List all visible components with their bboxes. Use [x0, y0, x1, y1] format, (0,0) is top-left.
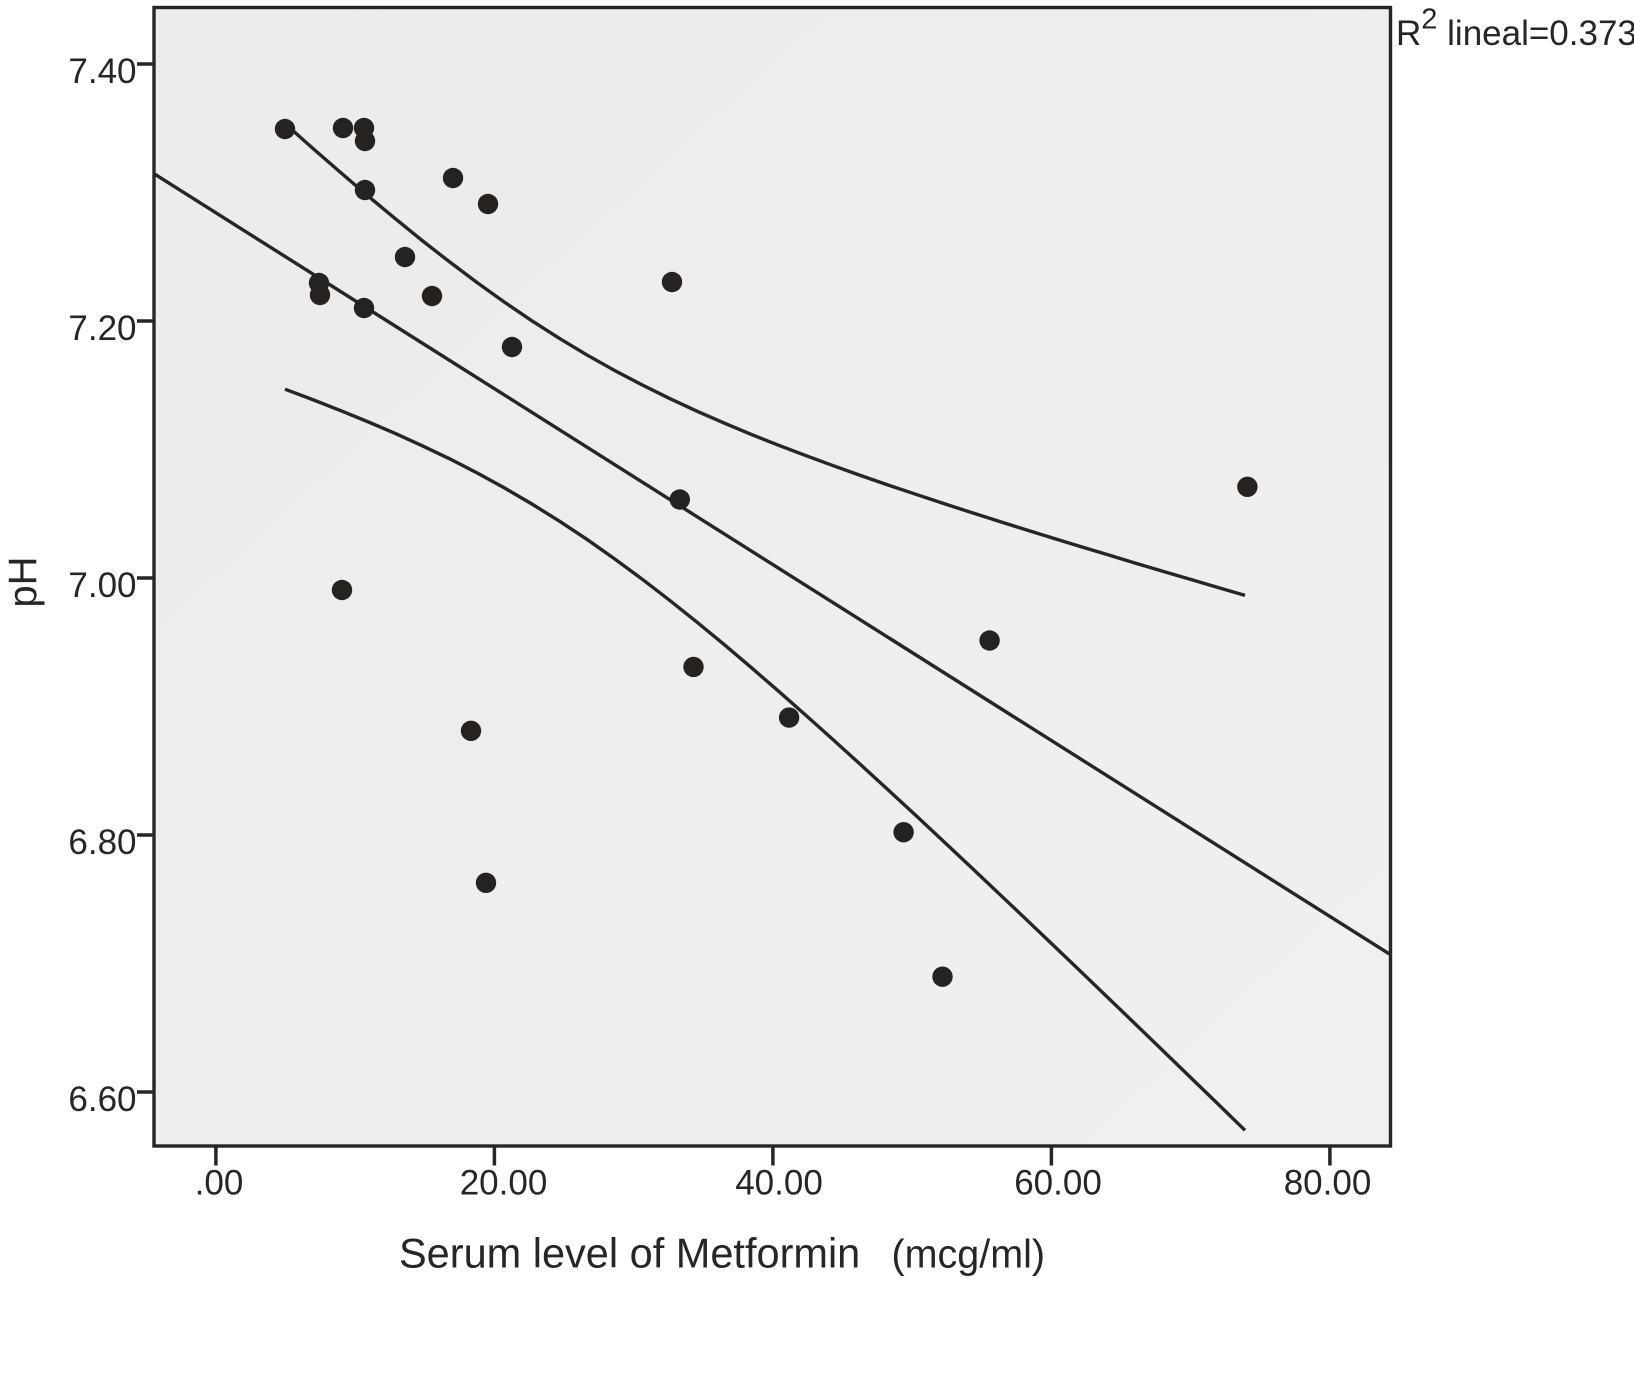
svg-text:60.00: 60.00 — [1014, 1164, 1102, 1203]
svg-text:.00: .00 — [195, 1164, 244, 1203]
svg-text:pH: pH — [1, 556, 45, 607]
svg-text:6.80: 6.80 — [68, 823, 136, 862]
svg-text:40.00: 40.00 — [735, 1164, 823, 1203]
svg-text:6.60: 6.60 — [68, 1080, 136, 1119]
svg-text:7.40: 7.40 — [68, 52, 136, 91]
svg-text:Serum level of Metformin: Serum level of Metformin — [399, 1230, 860, 1277]
svg-text:80.00: 80.00 — [1284, 1164, 1372, 1203]
svg-text:20.00: 20.00 — [460, 1164, 548, 1203]
svg-text:7.20: 7.20 — [68, 309, 136, 348]
svg-text:7.00: 7.00 — [68, 566, 136, 605]
svg-text:(mcg/ml): (mcg/ml) — [892, 1233, 1046, 1277]
